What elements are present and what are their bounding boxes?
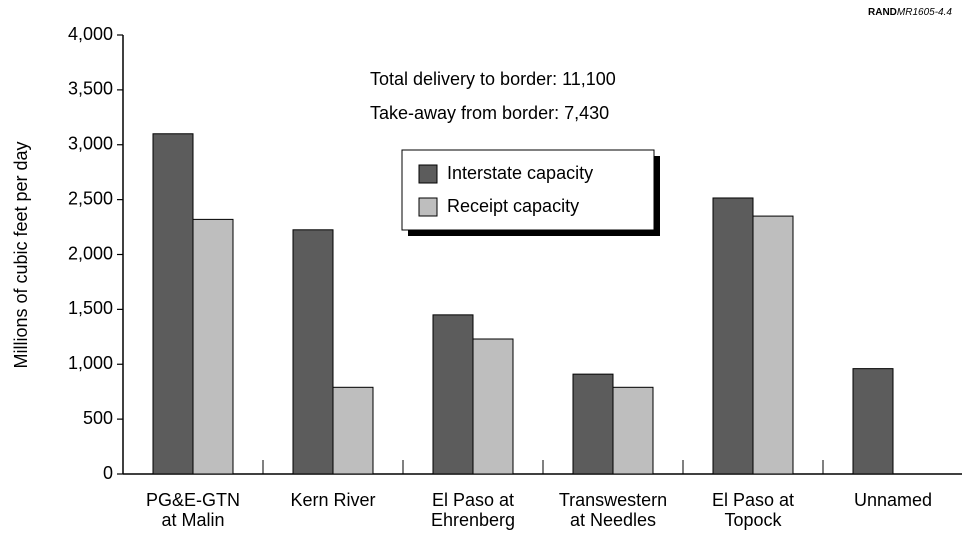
y-tick-label: 4,000 (68, 24, 113, 44)
bar (432, 314, 474, 475)
y-tick-label: 0 (103, 463, 113, 483)
x-tick-label: Unnamed (853, 490, 933, 510)
x-tick-label: Transwestern at Needles (558, 490, 668, 530)
y-tick-label: 1,500 (68, 298, 113, 318)
y-tick-label: 2,000 (68, 243, 113, 263)
y-tick-label: 1,000 (68, 353, 113, 373)
x-tick-label: Kern River (290, 490, 376, 510)
bar (472, 338, 514, 475)
annotation: Total delivery to border: 11,100 (370, 69, 616, 89)
y-axis-label: Millions of cubic feet per day (11, 141, 31, 368)
annotation: Take-away from border: 7,430 (370, 103, 609, 123)
legend-swatch (418, 164, 438, 184)
x-tick-label: El Paso at Ehrenberg (430, 490, 516, 530)
bar (292, 229, 334, 475)
y-tick-label: 500 (83, 408, 113, 428)
legend-label: Interstate capacity (447, 163, 593, 183)
legend (401, 149, 655, 231)
bar (712, 197, 754, 475)
x-tick-label: PG&E-GTN at Malin (145, 490, 240, 530)
bar (612, 386, 654, 475)
y-tick-label: 2,500 (68, 188, 113, 208)
x-tick-label: El Paso at Topock (711, 490, 795, 530)
bar (332, 386, 374, 475)
bar (152, 133, 194, 475)
bar (852, 368, 894, 475)
legend-label: Receipt capacity (447, 196, 579, 216)
source: RANDMR1605-4.4 (868, 7, 952, 18)
y-tick-label: 3,500 (68, 79, 113, 99)
source-org: RAND (868, 7, 897, 18)
y-tick-label: 3,000 (68, 134, 113, 154)
bar (192, 218, 234, 475)
source-code: MR1605-4.4 (897, 7, 952, 18)
legend-swatch (418, 197, 438, 217)
bar (752, 215, 794, 475)
bar (572, 373, 614, 475)
